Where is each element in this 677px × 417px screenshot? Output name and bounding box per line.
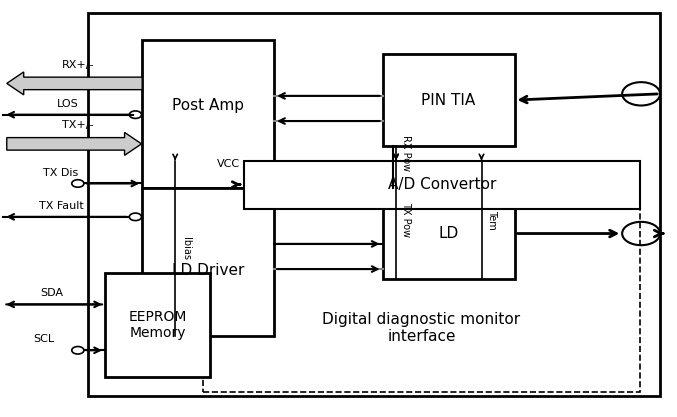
Text: Post Amp: Post Amp: [172, 98, 244, 113]
Text: VCC: VCC: [217, 159, 240, 168]
Text: LD: LD: [439, 226, 458, 241]
Text: PIN TIA: PIN TIA: [421, 93, 476, 108]
Text: Tem: Tem: [487, 210, 497, 230]
Text: TX Dis: TX Dis: [43, 168, 79, 178]
FancyArrow shape: [7, 133, 141, 156]
Bar: [105, 273, 210, 377]
FancyArrow shape: [7, 72, 142, 95]
Bar: [142, 40, 274, 188]
Text: TX Fault: TX Fault: [39, 201, 83, 211]
Text: LOS: LOS: [57, 99, 79, 109]
Text: A/D Convertor: A/D Convertor: [387, 177, 496, 192]
Text: Digital diagnostic monitor
interface: Digital diagnostic monitor interface: [322, 311, 521, 344]
Text: TX Pow: TX Pow: [401, 202, 412, 238]
Text: LD Driver: LD Driver: [172, 263, 244, 277]
Text: RX Pow: RX Pow: [401, 135, 412, 171]
Text: RX+/-: RX+/-: [62, 60, 94, 70]
Bar: [244, 161, 640, 208]
Bar: [142, 188, 274, 336]
Text: SCL: SCL: [33, 334, 55, 344]
Text: TX+/-: TX+/-: [62, 120, 93, 130]
Bar: [383, 54, 515, 146]
Text: Ibias: Ibias: [181, 236, 191, 260]
Bar: [88, 13, 660, 396]
Text: EEPROM
Memory: EEPROM Memory: [128, 310, 187, 340]
Text: SDA: SDA: [40, 288, 63, 298]
Bar: [383, 188, 515, 279]
Bar: [203, 208, 640, 392]
